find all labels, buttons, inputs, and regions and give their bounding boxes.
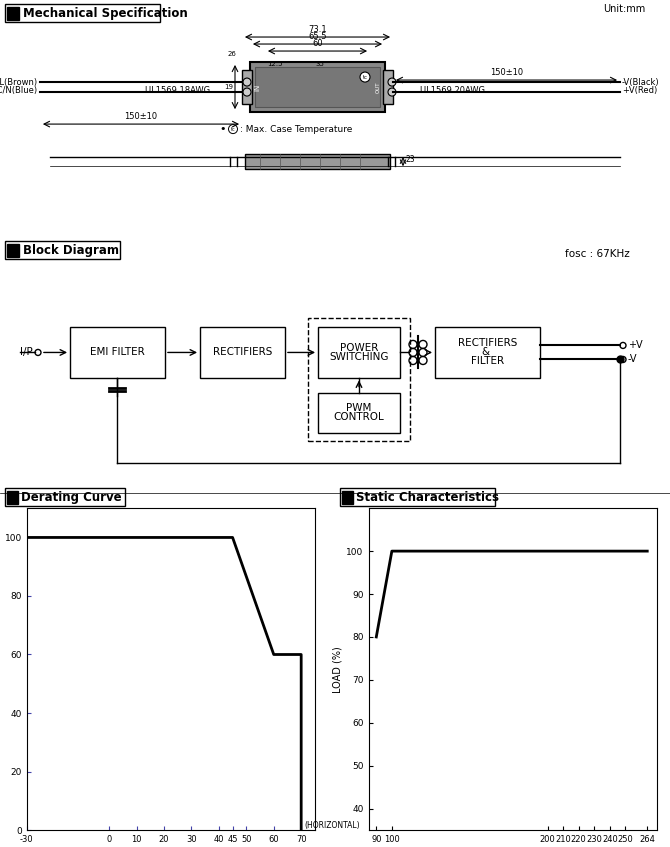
Circle shape (620, 342, 626, 348)
Text: +V(Red): +V(Red) (622, 86, 657, 95)
Text: Derating Curve: Derating Curve (21, 490, 122, 503)
Text: UL1569 18AWG: UL1569 18AWG (145, 86, 210, 95)
Text: -V(Black): -V(Black) (622, 78, 660, 86)
Text: Mechanical Specification: Mechanical Specification (23, 7, 188, 20)
Text: FILTER: FILTER (471, 357, 504, 367)
Text: PWM: PWM (346, 403, 372, 413)
Circle shape (360, 72, 370, 82)
Text: 12.5: 12.5 (267, 61, 283, 67)
Text: 26: 26 (228, 51, 237, 57)
Circle shape (243, 88, 251, 96)
Text: tc: tc (230, 126, 235, 131)
Text: RECTIFIERS: RECTIFIERS (458, 339, 517, 348)
Text: EMI FILTER: EMI FILTER (90, 347, 145, 357)
Bar (318, 328, 400, 378)
Bar (318, 392, 400, 433)
Bar (255, 67, 380, 107)
Text: IN: IN (254, 84, 260, 91)
Circle shape (620, 357, 626, 363)
Y-axis label: LOAD (%): LOAD (%) (332, 645, 342, 693)
Text: POWER: POWER (340, 343, 378, 353)
Text: SWITCHING: SWITCHING (329, 352, 389, 362)
Text: •: • (220, 125, 230, 134)
Text: 60: 60 (312, 39, 323, 48)
Circle shape (228, 125, 237, 134)
Bar (70, 328, 165, 378)
Text: Unit:mm: Unit:mm (603, 4, 645, 14)
Text: +V: +V (628, 340, 643, 351)
Text: OUT: OUT (375, 81, 381, 93)
Bar (250, 62, 385, 112)
Text: : Max. Case Temperature: : Max. Case Temperature (240, 125, 352, 134)
Text: -V: -V (628, 355, 637, 364)
Text: I/P: I/P (20, 347, 33, 357)
Text: 73.1: 73.1 (308, 25, 327, 34)
Text: tc: tc (362, 75, 368, 80)
Text: RECTIFIERS: RECTIFIERS (213, 347, 272, 357)
Text: Block Diagram: Block Diagram (23, 244, 119, 257)
Circle shape (243, 78, 251, 86)
Text: 150±10: 150±10 (490, 68, 523, 77)
FancyBboxPatch shape (340, 488, 495, 507)
Text: UL1569 20AWG: UL1569 20AWG (420, 86, 485, 95)
Text: Static Characteristics: Static Characteristics (356, 490, 499, 503)
Bar (435, 328, 540, 378)
Circle shape (35, 350, 41, 356)
Text: fosc : 67KHz: fosc : 67KHz (565, 249, 630, 259)
Text: 19: 19 (224, 84, 233, 90)
FancyBboxPatch shape (5, 241, 120, 259)
FancyBboxPatch shape (5, 488, 125, 507)
FancyBboxPatch shape (5, 4, 160, 22)
Text: 35: 35 (316, 61, 324, 67)
Bar (7, 7, 19, 20)
Text: 150±10: 150±10 (125, 112, 157, 121)
Text: AC/N(Blue): AC/N(Blue) (0, 86, 38, 95)
Bar (383, 70, 393, 104)
Circle shape (388, 88, 396, 96)
Bar (7, 491, 18, 504)
Text: 23: 23 (405, 155, 415, 163)
Text: 65.5: 65.5 (308, 32, 327, 41)
Text: &: & (482, 347, 493, 357)
Bar (200, 328, 285, 378)
Text: AC/L(Brown): AC/L(Brown) (0, 78, 38, 86)
Bar (342, 491, 353, 504)
Text: (HORIZONTAL): (HORIZONTAL) (304, 821, 360, 830)
Bar (7, 244, 19, 257)
Text: CONTROL: CONTROL (334, 412, 385, 422)
Circle shape (388, 78, 396, 86)
Bar (245, 154, 390, 169)
Bar (242, 70, 252, 104)
